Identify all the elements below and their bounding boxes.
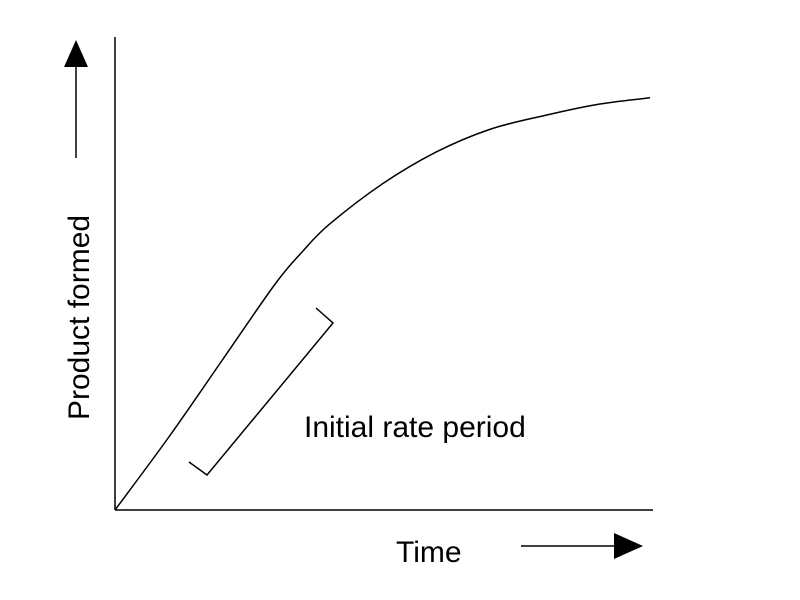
- product-curve: [114, 97, 651, 511]
- y-axis-label: Product formed: [63, 215, 96, 420]
- initial-rate-bracket: [188, 307, 335, 477]
- y-axis-arrow: [64, 40, 88, 158]
- x-axis-arrow: [521, 533, 643, 559]
- x-axis-label: Time: [396, 536, 462, 569]
- axes: [114, 37, 653, 511]
- initial-rate-annotation: Initial rate period: [304, 411, 526, 444]
